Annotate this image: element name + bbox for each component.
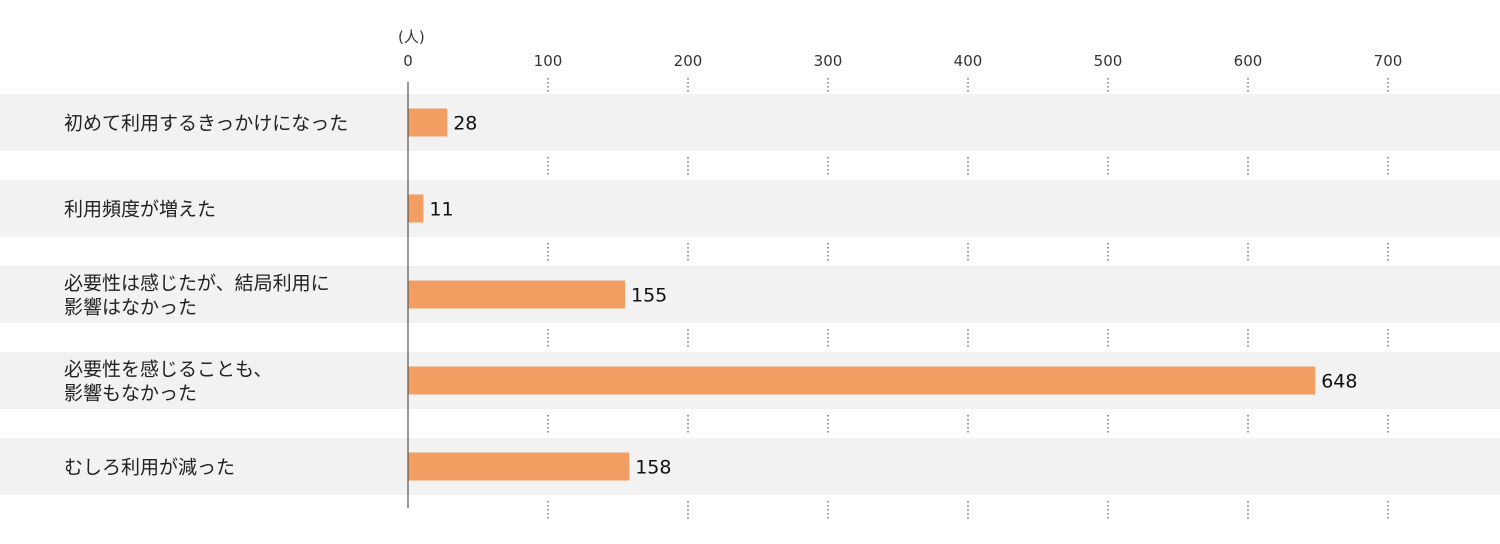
row-band <box>0 180 1500 237</box>
row-band <box>0 94 1500 151</box>
category-label: 必要性は感じたが、結局利用に影響はなかった <box>64 273 330 319</box>
bar <box>408 194 424 223</box>
category-labels: 初めて利用するきっかけになった利用頻度が増えた必要性は感じたが、結局利用に影響は… <box>64 113 348 479</box>
row-band <box>0 438 1500 495</box>
x-tick-label: 100 <box>534 52 563 70</box>
x-tick-label: 200 <box>674 52 703 70</box>
value-label: 648 <box>1321 371 1357 393</box>
value-label: 158 <box>635 457 671 479</box>
x-tick-label: 300 <box>814 52 843 70</box>
bar <box>408 452 630 481</box>
value-label: 28 <box>453 113 477 135</box>
value-label: 11 <box>429 199 453 221</box>
x-tick-label: 500 <box>1094 52 1123 70</box>
grid-lines <box>547 78 1389 519</box>
value-label: 155 <box>631 285 667 307</box>
value-labels: 28 11 155 648 158 <box>429 113 1357 479</box>
row-band <box>0 266 1500 323</box>
x-tick-label: 700 <box>1374 52 1403 70</box>
category-label: 利用頻度が増えた <box>64 199 216 221</box>
x-axis-unit-label: (人) <box>398 28 425 46</box>
x-tick-label: 0 <box>403 52 413 70</box>
x-tick-label: 400 <box>954 52 983 70</box>
bar <box>408 280 625 309</box>
x-axis-ticks: 0 100 200 300 400 500 600 700 <box>403 52 1402 70</box>
row-bands <box>0 94 1500 495</box>
category-label: 初めて利用するきっかけになった <box>64 113 348 135</box>
bar <box>408 108 448 137</box>
x-tick-label: 600 <box>1234 52 1263 70</box>
bars <box>408 108 1316 481</box>
category-label: 必要性を感じることも、影響もなかった <box>64 359 272 405</box>
category-label: むしろ利用が減った <box>64 457 235 479</box>
bar <box>408 366 1316 395</box>
